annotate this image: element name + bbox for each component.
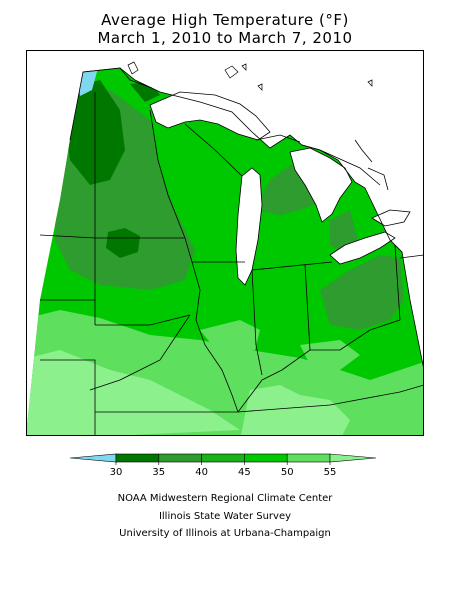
legend-bin [158, 453, 202, 463]
legend-bin [329, 453, 377, 463]
legend-bin [201, 453, 245, 463]
northern-islands [127, 61, 373, 91]
zone-below-30 [78, 68, 98, 96]
legend-bin [244, 453, 288, 463]
color-legend: 30 35 40 45 50 55 [70, 453, 377, 478]
legend-tick-label: 35 [152, 467, 165, 478]
legend-bin [70, 453, 117, 463]
map-frame [26, 50, 424, 436]
credit-isws: Illinois State Water Survey [158, 511, 292, 522]
zone-35-40-ohio [320, 255, 404, 330]
legend-tick-label: 45 [238, 467, 251, 478]
legend-bin [286, 453, 331, 463]
zone-50-55-kentucky [300, 340, 360, 370]
state-boundaries [39, 67, 424, 436]
zone-55-plus-west [26, 350, 240, 436]
zone-55-plus-south [240, 385, 350, 436]
legend-bin [115, 453, 160, 463]
lake-erie [329, 231, 396, 265]
lake-superior [149, 91, 271, 141]
legend-tick-label: 50 [281, 467, 294, 478]
map-domain-outline [82, 67, 424, 371]
lake-huron [289, 147, 353, 223]
zone-45-50-central [190, 255, 240, 290]
legend-tick-label: 40 [195, 467, 208, 478]
map-date-range: March 1, 2010 to March 7, 2010 [97, 29, 353, 47]
credit-uiuc: University of Illinois at Urbana-Champai… [119, 528, 331, 539]
credit-noaa: NOAA Midwestern Regional Climate Center [117, 493, 333, 504]
zone-30-35-iowa [106, 228, 140, 258]
map-title: Average High Temperature (°F) [101, 11, 349, 29]
legend-tick-label: 55 [324, 467, 337, 478]
zone-50-55-illinois [200, 320, 260, 355]
legend-tick-label: 30 [110, 467, 123, 478]
temperature-map [26, 50, 424, 436]
